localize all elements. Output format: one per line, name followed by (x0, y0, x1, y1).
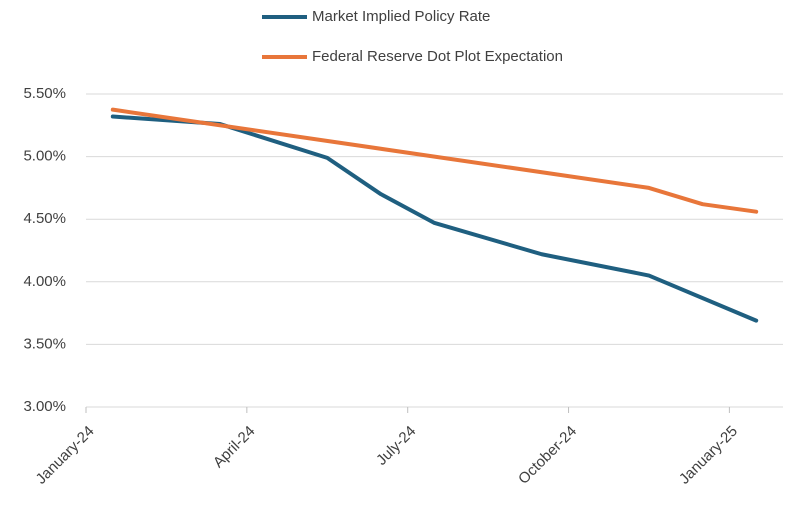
y-tick-label: 4.00% (23, 273, 66, 290)
x-tick-label: July-24 (373, 423, 419, 469)
legend-label: Market Implied Policy Rate (312, 8, 490, 25)
series-line (110, 114, 759, 323)
y-tick-label: 5.00% (23, 148, 66, 165)
y-tick-label: 3.50% (23, 335, 66, 352)
y-tick-label: 5.50% (23, 85, 66, 102)
legend-label: Federal Reserve Dot Plot Expectation (312, 48, 563, 65)
x-tick-label: January-25 (676, 423, 741, 488)
x-tick-label: April-24 (210, 423, 259, 472)
x-tick-label: January-24 (33, 423, 98, 488)
y-tick-label: 3.00% (23, 398, 66, 415)
series-line (110, 107, 759, 214)
x-tick-label: October-24 (515, 423, 580, 488)
y-tick-label: 4.50% (23, 210, 66, 227)
